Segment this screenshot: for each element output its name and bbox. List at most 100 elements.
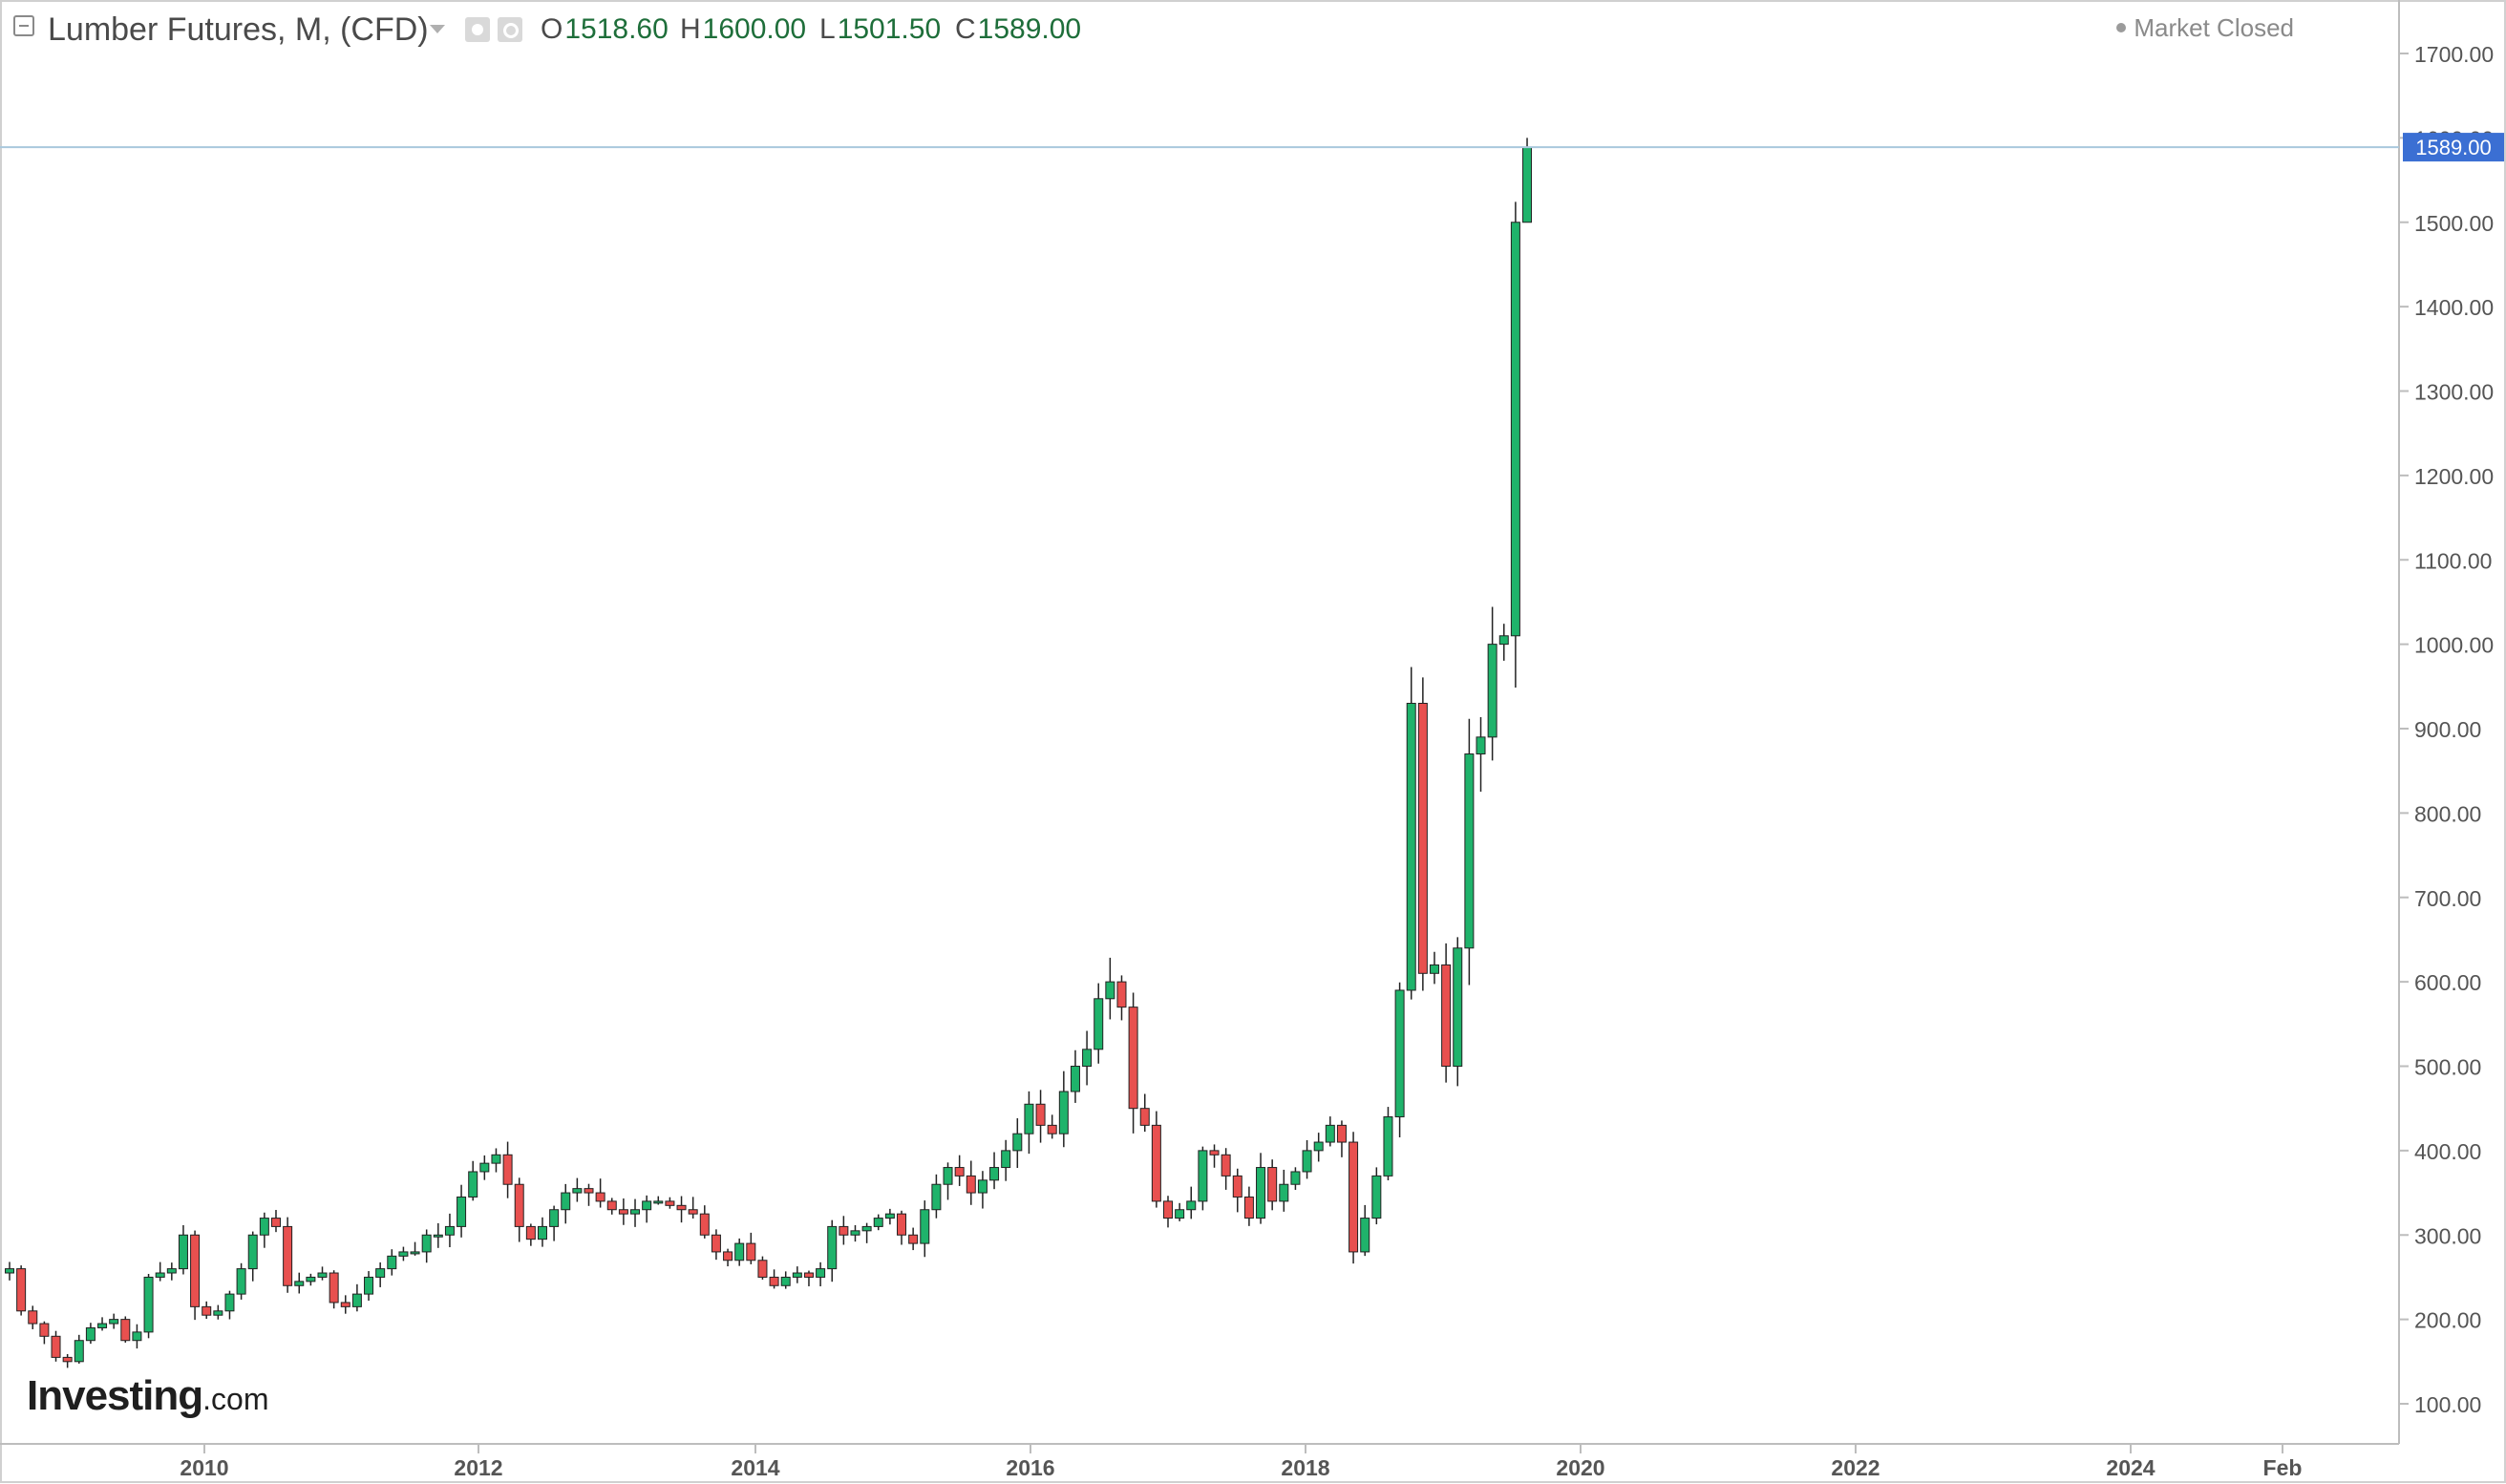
candle <box>247 1231 258 1282</box>
candle-body <box>364 1276 374 1295</box>
candle <box>1139 1093 1150 1133</box>
candle <box>1151 1111 1161 1208</box>
candle-body <box>1035 1103 1046 1126</box>
candle <box>132 1324 142 1349</box>
candle <box>270 1210 281 1233</box>
y-tick-label: 1100.00 <box>2414 548 2492 573</box>
candle-body <box>792 1272 802 1278</box>
candle-body <box>1151 1124 1161 1202</box>
candle-body <box>630 1209 641 1215</box>
candle <box>468 1160 478 1201</box>
ohlc-low: L1501.50 <box>819 13 942 45</box>
candle <box>688 1197 698 1219</box>
chevron-down-icon[interactable] <box>430 25 445 33</box>
candle <box>1349 1132 1359 1264</box>
candle-body <box>1267 1167 1278 1202</box>
candle <box>433 1222 443 1248</box>
candle <box>1522 138 1533 223</box>
candle-body <box>1487 644 1497 738</box>
collapse-icon[interactable] <box>13 15 34 36</box>
candle <box>873 1214 883 1231</box>
candle-body <box>977 1179 988 1194</box>
candle <box>294 1272 305 1294</box>
candle <box>966 1160 976 1205</box>
candle <box>351 1283 362 1312</box>
candle <box>1394 982 1405 1137</box>
candle <box>479 1155 490 1180</box>
candle <box>1221 1148 1231 1190</box>
candle-body <box>1139 1108 1150 1126</box>
candle-body <box>676 1204 687 1211</box>
candle-body <box>1302 1150 1312 1173</box>
candle <box>491 1148 501 1173</box>
candle-body <box>1394 989 1405 1118</box>
candle <box>85 1323 96 1345</box>
candle <box>1313 1133 1324 1162</box>
candle <box>1001 1139 1011 1181</box>
candle-body <box>270 1218 281 1227</box>
candle <box>572 1177 583 1202</box>
candle <box>734 1238 745 1266</box>
market-status: Market Closed <box>2116 13 2294 43</box>
candle-body <box>1441 964 1452 1068</box>
candle-body <box>132 1331 142 1342</box>
chart-title: Lumber Futures, M, (CFD) <box>48 11 429 48</box>
candle-body <box>688 1209 698 1215</box>
candle-body <box>224 1293 235 1312</box>
candle-body <box>537 1225 547 1240</box>
candle <box>803 1270 814 1286</box>
candle <box>699 1205 710 1239</box>
candle-body <box>803 1272 814 1278</box>
y-tick-label: 400.00 <box>2414 1139 2481 1164</box>
candle <box>723 1248 733 1267</box>
candle-body <box>398 1251 409 1257</box>
candle-body <box>514 1183 524 1227</box>
candle <box>1441 943 1452 1083</box>
candle-body <box>549 1209 560 1227</box>
candle-body <box>51 1335 61 1358</box>
x-tick-label: 2010 <box>180 1455 228 1480</box>
candle <box>584 1183 594 1206</box>
candle <box>1406 667 1416 1000</box>
candle-body <box>1360 1218 1370 1253</box>
candle-body <box>306 1276 316 1283</box>
candle <box>1371 1167 1382 1225</box>
candle <box>1209 1144 1220 1168</box>
investing-logo: Investing.com <box>27 1372 269 1419</box>
candle-body <box>1383 1116 1393 1177</box>
y-tick-label: 1400.00 <box>2414 295 2494 320</box>
candle-body <box>1082 1049 1093 1067</box>
candle-body <box>954 1167 965 1177</box>
candle <box>1290 1167 1301 1190</box>
candle <box>224 1290 235 1320</box>
candle <box>861 1222 872 1243</box>
candle-body <box>839 1225 849 1236</box>
candle-body <box>502 1154 513 1185</box>
candle-body <box>410 1251 420 1255</box>
gear-icon[interactable] <box>498 17 522 42</box>
ohlc-close: C1589.00 <box>955 13 1082 45</box>
candle-body <box>1001 1150 1011 1169</box>
candle-body <box>827 1225 838 1270</box>
candle <box>1070 1049 1080 1103</box>
candle-body <box>213 1310 223 1316</box>
candle <box>74 1334 84 1364</box>
candle <box>5 1261 14 1281</box>
candle-body <box>190 1234 201 1307</box>
candle-body <box>109 1319 119 1325</box>
candle <box>1487 606 1497 761</box>
candle <box>525 1223 536 1246</box>
candle-body <box>1243 1196 1254 1219</box>
x-tick-label: 2018 <box>1281 1455 1329 1480</box>
eye-icon[interactable] <box>465 17 490 42</box>
x-tick-label: 2022 <box>1831 1455 1880 1480</box>
candle <box>1243 1186 1254 1226</box>
candle-body <box>421 1234 432 1253</box>
candle <box>1094 983 1104 1064</box>
candle-body <box>1429 964 1439 974</box>
candle <box>202 1301 212 1320</box>
candle <box>1383 1107 1393 1180</box>
candle <box>1267 1159 1278 1211</box>
